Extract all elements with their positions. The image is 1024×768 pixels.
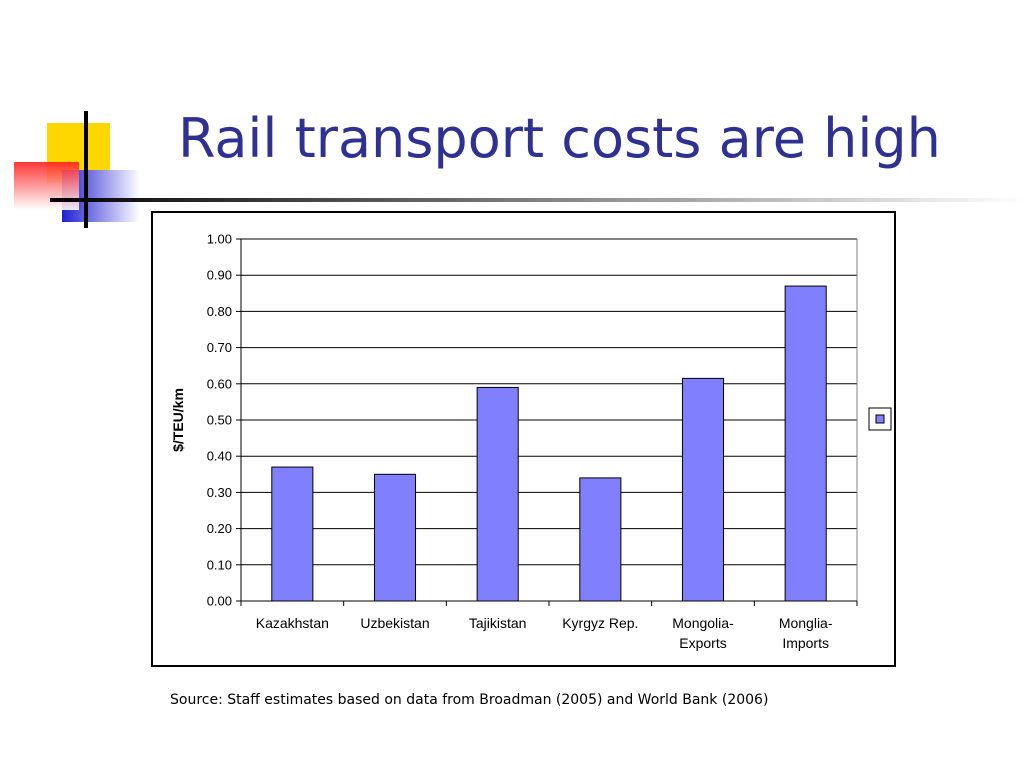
x-category-label: Tajikistan [469,615,527,631]
y-tick-label: 1.00 [207,232,232,247]
bar-chart: 0.00 0.10 0.20 0.30 0.40 0.50 0.60 0.70 0.80 0.90… [170,232,892,651]
y-tick-label: 0.20 [207,521,232,536]
bar [784,285,827,602]
y-tick-label: 0.00 [207,594,232,609]
x-category-label: Monglia- [779,615,833,631]
vertical-rule [84,111,88,228]
x-category-label: Kazakhstan [256,615,329,631]
x-category-label: Mongolia- [672,615,734,631]
slide-decoration [14,111,1024,228]
y-tick-label: 0.90 [207,268,232,283]
x-category-label: Imports [782,635,829,651]
red-square [14,162,79,210]
source-note: Source: Staff estimates based on data fr… [170,692,769,708]
bar [476,386,519,602]
y-tick-label: 0.70 [207,340,232,355]
bar [681,377,725,602]
y-axis-label: $/TEU/km [170,388,186,452]
y-tick-label: 0.30 [207,485,232,500]
y-tick-label: 0.60 [207,376,232,391]
y-tick-label: 0.50 [207,413,232,428]
bar [271,466,314,602]
x-category-label: Kyrgyz Rep. [562,615,638,631]
x-category-label: Exports [679,635,726,651]
chart-frame: 0.00 0.10 0.20 0.30 0.40 0.50 0.60 0.70 0.80 0.90… [151,211,896,667]
x-category-label: Uzbekistan [360,615,429,631]
legend-swatch [875,414,885,424]
horizontal-rule [50,198,1024,202]
y-tick-label: 0.80 [207,304,232,319]
bar [579,477,622,602]
slide-title: Rail transport costs are high [178,107,941,170]
y-tick-label: 0.10 [207,557,232,572]
y-tick-label: 0.40 [207,449,232,464]
bar [373,473,417,602]
